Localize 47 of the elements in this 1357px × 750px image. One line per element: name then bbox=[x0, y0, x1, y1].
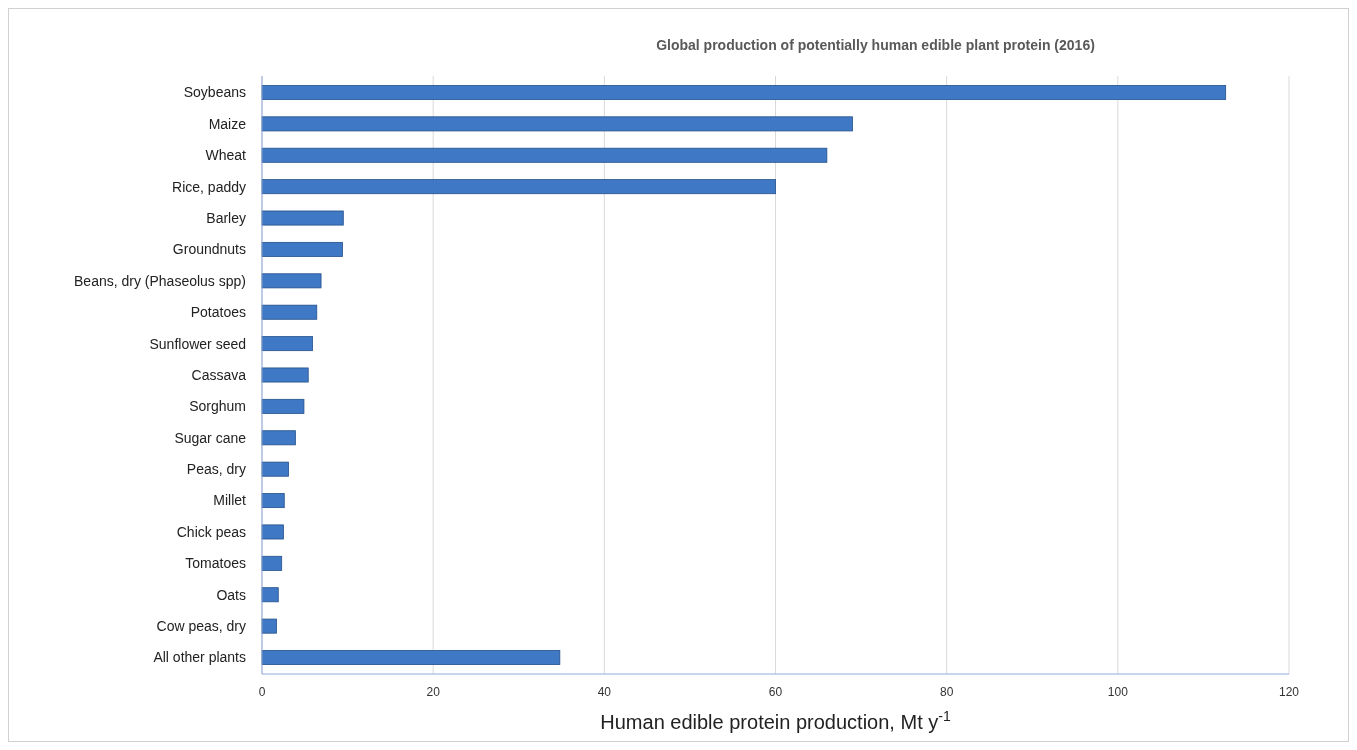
y-tick-label: Sunflower seed bbox=[149, 335, 246, 352]
bar bbox=[261, 179, 776, 195]
bar bbox=[261, 555, 283, 571]
bar bbox=[261, 273, 322, 289]
x-tick-label: 0 bbox=[258, 685, 266, 699]
bar bbox=[261, 116, 853, 132]
y-tick-label: Rice, paddy bbox=[172, 178, 246, 195]
bar bbox=[261, 210, 344, 226]
x-axis-title: Human edible protein production, Mt y$^{-1}$ bbox=[600, 708, 951, 733]
bar bbox=[261, 304, 318, 320]
y-tick-label: Soybeans bbox=[183, 84, 246, 101]
bar bbox=[261, 430, 296, 446]
y-tick-label: All other plants bbox=[153, 649, 246, 666]
y-tick-label: Beans, dry (Phaseolus spp) bbox=[74, 272, 246, 289]
x-tick-label: 40 bbox=[597, 685, 612, 699]
chart-title: Global production of potentially human edible plant protein (2016) bbox=[656, 37, 1095, 53]
x-tick-label: 80 bbox=[939, 685, 954, 699]
bar bbox=[261, 241, 343, 257]
x-tick-label: 120 bbox=[1278, 685, 1300, 699]
bar bbox=[261, 398, 305, 414]
y-tick-label: Barley bbox=[206, 209, 246, 226]
x-tick-label: 100 bbox=[1107, 685, 1129, 699]
bar bbox=[261, 524, 284, 540]
y-tick-label: Tomatoes bbox=[185, 555, 246, 572]
y-tick-label: Cassava bbox=[191, 366, 247, 383]
bar bbox=[261, 618, 277, 634]
y-tick-label: Sugar cane bbox=[174, 429, 247, 446]
y-tick-label: Cow peas, dry bbox=[156, 618, 246, 635]
y-tick-label: Millet bbox=[213, 492, 247, 509]
y-tick-label: Peas, dry bbox=[186, 461, 246, 478]
bar bbox=[261, 85, 1227, 100]
x-tick-label: 20 bbox=[426, 685, 441, 699]
bar bbox=[261, 147, 828, 163]
y-tick-label: Maize bbox=[208, 115, 247, 132]
y-tick-label: Groundnuts bbox=[172, 241, 246, 258]
y-tick-label: Oats bbox=[216, 586, 246, 603]
y-tick-label: Sorghum bbox=[189, 398, 246, 415]
y-tick-label: Potatoes bbox=[190, 304, 246, 321]
bar bbox=[261, 461, 289, 477]
bar bbox=[261, 587, 279, 603]
bar bbox=[261, 336, 313, 352]
bar bbox=[261, 367, 309, 383]
bar bbox=[261, 493, 285, 509]
y-tick-label: Wheat bbox=[205, 147, 247, 164]
bar bbox=[261, 650, 561, 665]
x-tick-label: 60 bbox=[768, 685, 783, 699]
y-tick-label: Chick peas bbox=[176, 523, 246, 540]
